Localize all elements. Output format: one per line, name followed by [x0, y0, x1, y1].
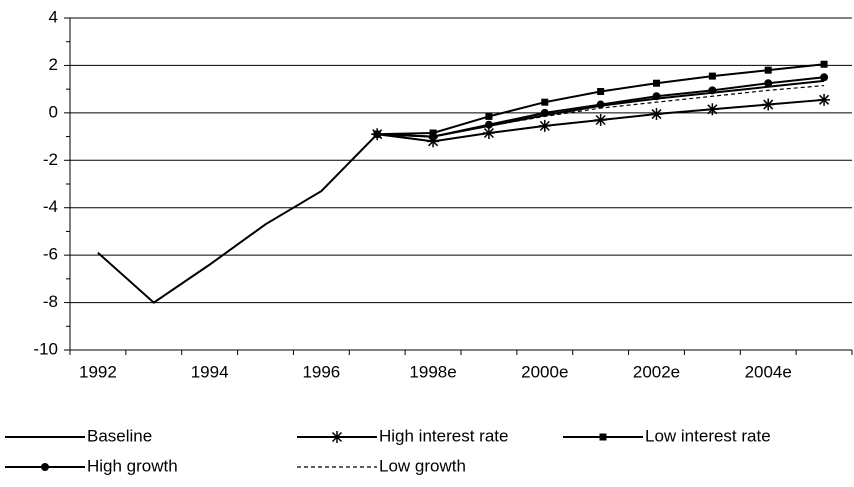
legend-label: Low growth: [379, 456, 466, 475]
x-tick-label: 1996: [302, 362, 340, 381]
x-tick-label: 2002e: [633, 362, 680, 381]
legend-marker: [599, 433, 607, 441]
marker: [482, 127, 495, 140]
marker: [764, 79, 773, 88]
legend-label: High interest rate: [379, 426, 508, 445]
x-tick-label: 1994: [191, 362, 229, 381]
y-tick-label: -10: [33, 339, 58, 358]
marker: [708, 72, 716, 80]
series-line: [377, 84, 825, 138]
marker: [484, 120, 493, 129]
x-tick-label: 2000e: [521, 362, 568, 381]
marker: [541, 98, 549, 106]
y-tick-label: -4: [43, 197, 58, 216]
y-tick-label: 2: [49, 55, 58, 74]
x-tick-label: 1998e: [409, 362, 456, 381]
x-tick-label: 1992: [79, 362, 117, 381]
marker: [650, 108, 663, 121]
marker: [429, 132, 438, 141]
series-line: [97, 79, 825, 304]
marker: [764, 66, 772, 74]
y-tick-label: -2: [43, 150, 58, 169]
marker: [540, 108, 549, 117]
marker: [596, 100, 605, 109]
marker: [762, 98, 775, 111]
marker: [485, 112, 493, 120]
y-tick-label: -8: [43, 292, 58, 311]
marker: [818, 93, 831, 106]
x-tick-label: 2004e: [745, 362, 792, 381]
legend-label: High growth: [87, 456, 178, 475]
legend-marker: [41, 463, 49, 471]
y-tick-label: -6: [43, 245, 58, 264]
marker: [594, 113, 607, 126]
marker: [597, 88, 605, 96]
y-tick-label: 0: [49, 102, 58, 121]
legend-label: Baseline: [87, 426, 152, 445]
marker: [653, 79, 660, 87]
marker: [820, 60, 828, 68]
legend-marker: [331, 431, 343, 443]
legend-label: Low interest rate: [645, 426, 771, 445]
marker: [538, 119, 551, 132]
marker: [708, 86, 717, 95]
marker: [820, 73, 829, 82]
marker: [652, 92, 661, 101]
marker: [427, 135, 440, 148]
marker: [706, 103, 719, 116]
y-tick-label: 4: [49, 7, 58, 26]
